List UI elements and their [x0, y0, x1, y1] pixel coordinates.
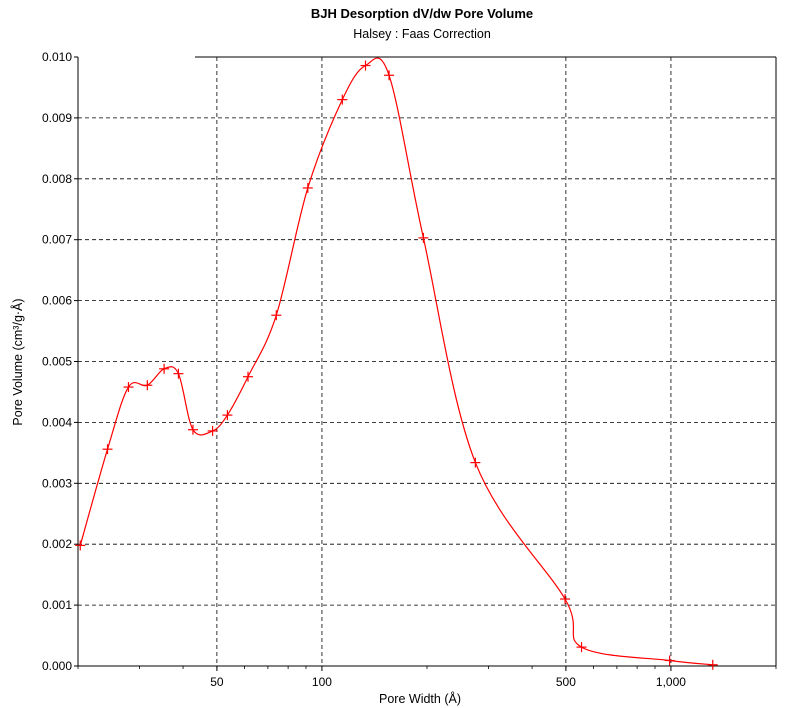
data-point-marker [207, 425, 218, 436]
data-point-marker [664, 655, 675, 666]
data-point-marker [75, 540, 86, 551]
y-axis-label: Pore Volume (cm³/g·Å) [10, 298, 25, 425]
data-point-marker [123, 382, 134, 393]
data-point-marker [337, 94, 348, 105]
y-tick-label: 0.005 [42, 355, 72, 369]
y-tick-label: 0.008 [42, 172, 72, 186]
y-tick-label: 0.006 [42, 294, 72, 308]
y-tick-label: 0.002 [42, 537, 72, 551]
data-point-marker [271, 310, 282, 321]
grid-lines [78, 57, 776, 666]
x-tick-label: 100 [312, 675, 332, 689]
y-tick-label: 0.001 [42, 598, 72, 612]
data-point-marker [243, 371, 254, 382]
data-point-marker [142, 380, 153, 391]
data-point-marker [302, 182, 313, 193]
chart-title: BJH Desorption dV/dw Pore Volume [311, 6, 533, 21]
data-point-marker [418, 232, 429, 243]
series-layer [75, 57, 718, 670]
data-point-marker [470, 457, 481, 468]
chart-subtitle: Halsey : Faas Correction [353, 27, 491, 41]
data-point-marker [222, 410, 233, 421]
data-point-marker [384, 70, 395, 81]
data-point-marker [187, 424, 198, 435]
data-point-marker [102, 444, 113, 455]
y-tick-label: 0.007 [42, 233, 72, 247]
series-line [79, 57, 713, 666]
x-tick-label: 1,000 [656, 675, 686, 689]
data-point-marker [173, 368, 184, 379]
data-point-marker [707, 659, 718, 670]
data-point-marker [360, 60, 371, 71]
x-axis-ticks: 50 100 500 1,000 [77, 666, 777, 689]
data-point-marker [560, 594, 571, 605]
x-tick-label: 50 [210, 675, 224, 689]
x-tick-label: 500 [556, 675, 576, 689]
y-tick-label: 0.000 [42, 659, 72, 673]
data-point-marker [576, 642, 587, 653]
y-tick-label: 0.010 [42, 50, 72, 64]
data-point-marker [159, 363, 170, 374]
y-tick-label: 0.009 [42, 111, 72, 125]
y-tick-label: 0.003 [42, 476, 72, 490]
y-tick-label: 0.004 [42, 415, 72, 429]
y-axis-ticks: 0.000 0.001 0.002 0.003 0.004 0.005 0.006 0.007… [42, 50, 78, 673]
x-axis-label: Pore Width (Å) [379, 691, 461, 706]
